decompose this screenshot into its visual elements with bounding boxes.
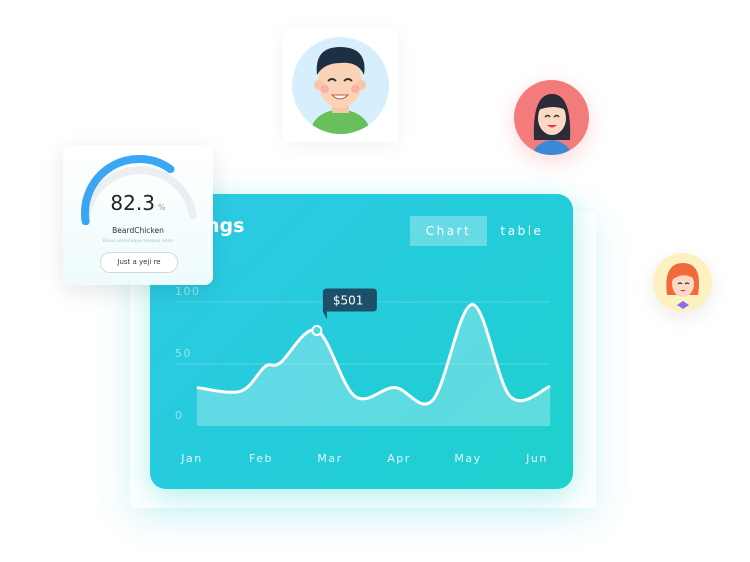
x-tick-label: Feb [249, 452, 273, 465]
area-fill [196, 304, 551, 426]
tooltip-bubble [322, 288, 377, 320]
gauge-action-button[interactable]: Just a yeji re [100, 252, 178, 273]
chart-title: ngs [206, 215, 245, 237]
tooltip-value: $501 [333, 294, 364, 308]
man-face-icon [310, 47, 371, 134]
gauge-card: 82.3% BeardChicken Risus scelerisque tem… [63, 145, 213, 285]
gauge-value: 82.3% [63, 191, 213, 215]
avatar-woman-dark-hair[interactable] [514, 80, 589, 155]
tab-table[interactable]: table [500, 224, 544, 238]
x-tick-label: Apr [387, 452, 411, 465]
x-tick-label: May [454, 452, 481, 465]
y-tick-label: 100 [175, 285, 201, 298]
x-tick-label: Mar [317, 452, 342, 465]
y-tick-label: 0 [175, 409, 184, 422]
y-tick-label: 50 [175, 347, 192, 360]
x-tick-label: Jun [525, 452, 548, 465]
tab-chart[interactable]: Chart [410, 216, 487, 246]
gauge-number: 82.3 [110, 191, 155, 215]
gauge-subtitle: Risus scelerisque tempus enim [103, 239, 173, 244]
woman-red-hair-icon [666, 263, 699, 309]
gauge-track [81, 166, 197, 225]
gauge-name: BeardChicken [112, 226, 164, 235]
avatar-man[interactable] [292, 37, 389, 134]
avatar-woman-red-hair[interactable] [653, 253, 712, 312]
series-line [196, 302, 551, 406]
earnings-card [150, 194, 573, 489]
highlight-point [311, 325, 323, 337]
x-tick-label: Jan [180, 452, 202, 465]
gauge-unit: % [157, 203, 166, 212]
gauge-fill [81, 155, 175, 225]
earnings-chart: 0 50 100 Jan Feb Mar Apr May Jun $501 [175, 285, 551, 465]
woman-face-icon [532, 94, 572, 155]
gauge-arc [81, 155, 197, 225]
